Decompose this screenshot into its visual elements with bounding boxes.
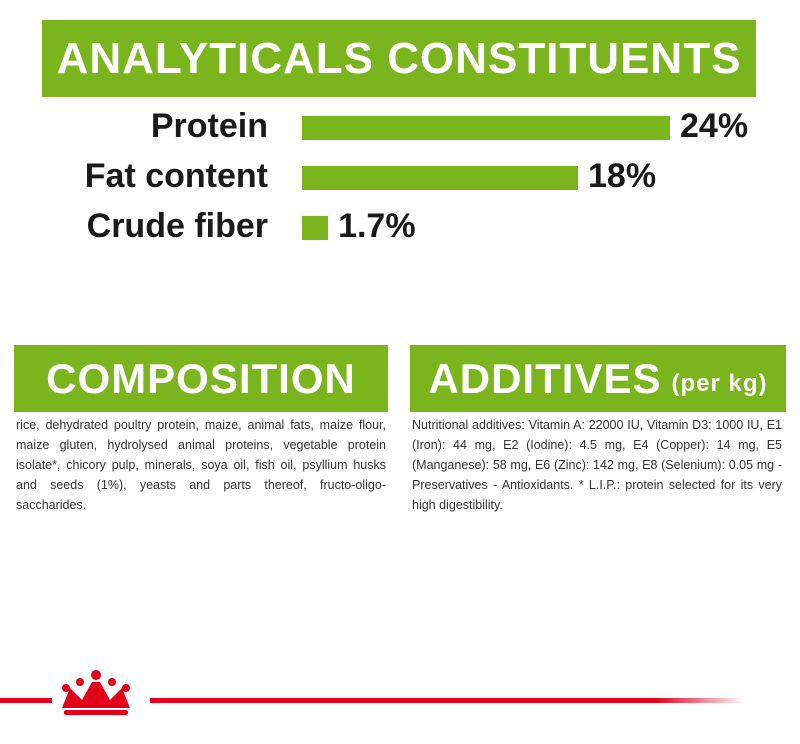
additives-subtitle: (per kg) bbox=[671, 369, 768, 397]
chart: Protein 24% Fat content 18% Crude fiber 1.7% bbox=[85, 107, 748, 245]
bar bbox=[302, 116, 670, 140]
bar bbox=[302, 216, 329, 240]
footer-logo bbox=[0, 670, 745, 715]
category-label: Fat content bbox=[85, 157, 268, 195]
value-label: 24% bbox=[680, 107, 748, 145]
additives-text: Nutritional additives: Vitamin A: 22000 … bbox=[412, 418, 782, 512]
bar bbox=[302, 166, 578, 190]
section-header: COMPOSITION bbox=[14, 345, 388, 412]
crown bbox=[62, 670, 130, 715]
composition-text: rice, dehydrated poultry protein, maize,… bbox=[16, 418, 386, 512]
additives-title: ADDITIVES bbox=[428, 354, 662, 402]
category-label: Crude fiber bbox=[87, 207, 268, 245]
section-header: ADDITIVES (per kg) bbox=[410, 345, 786, 412]
red-line bbox=[150, 698, 745, 703]
composition-title: COMPOSITION bbox=[46, 354, 356, 402]
category-label: Protein bbox=[151, 107, 268, 145]
value-label: 18% bbox=[588, 157, 656, 195]
section-header: ANALYTICALS CONSTITUENTS bbox=[42, 20, 756, 97]
header-title: ANALYTICALS CONSTITUENTS bbox=[56, 33, 742, 83]
red-line bbox=[0, 698, 52, 703]
value-label: 1.7% bbox=[338, 207, 416, 245]
